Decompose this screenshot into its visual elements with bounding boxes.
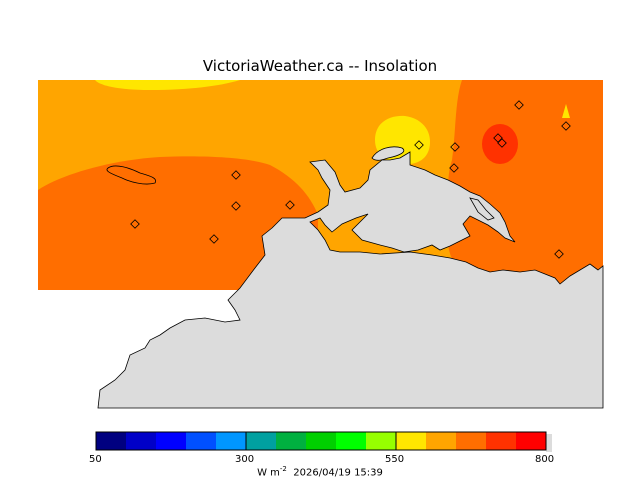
units-base: W m [257,467,280,479]
colorbar-swatch [366,432,396,450]
station-marker [561,121,571,131]
colorbar-swatch [516,432,546,450]
colorbar-swatch [216,432,246,450]
colorbar-swatch [186,432,216,450]
station-marker [231,201,241,211]
colorbar-swatch [486,432,516,450]
station-marker [414,140,424,150]
dark-orange-region-right [447,80,603,290]
colorbar-swatch [456,432,486,450]
colorbar-swatch [246,432,276,450]
units-exp: -2 [279,465,287,473]
colorbar-border [95,431,547,451]
yellow-band-top [95,80,240,90]
colorbar-swatch [396,432,426,450]
station-marker [450,142,460,152]
dark-orange-region-left [38,156,318,290]
colorbar-swatch [336,432,366,450]
station-marker [497,138,507,148]
colorbar-units: W m-2 2026/04/19 15:39 [0,465,640,478]
colorbar-tick-50: 50 [89,454,102,465]
colorbar-tick-550: 550 [385,454,405,465]
colorbar-swatch [156,432,186,450]
yellow-sliver [562,104,570,118]
station-marker [514,100,524,110]
colorbar-tick-300: 300 [235,454,255,465]
station-marker [130,219,140,229]
colorbar-tick-800: 800 [535,454,555,465]
colorbar-swatch [96,432,126,450]
colorbar-swatch [306,432,336,450]
timestamp: 2026/04/19 15:39 [293,467,383,479]
colorbar-swatch [426,432,456,450]
land-mass [97,151,604,409]
map-title: VictoriaWeather.ca -- Insolation [202,57,438,75]
colorbar-swatch [126,432,156,450]
red-hotspot [482,124,518,164]
station-marker [209,234,219,244]
colorbar-swatch [276,432,306,450]
lake-outline [106,165,157,185]
inlet-east [469,197,495,221]
station-marker [231,170,241,180]
inlet [371,146,405,161]
station-markers [130,100,571,259]
station-marker [285,200,295,210]
colorbar-shadow [546,434,552,452]
station-marker [449,163,459,173]
colorbar [95,431,552,452]
station-marker [554,249,564,259]
